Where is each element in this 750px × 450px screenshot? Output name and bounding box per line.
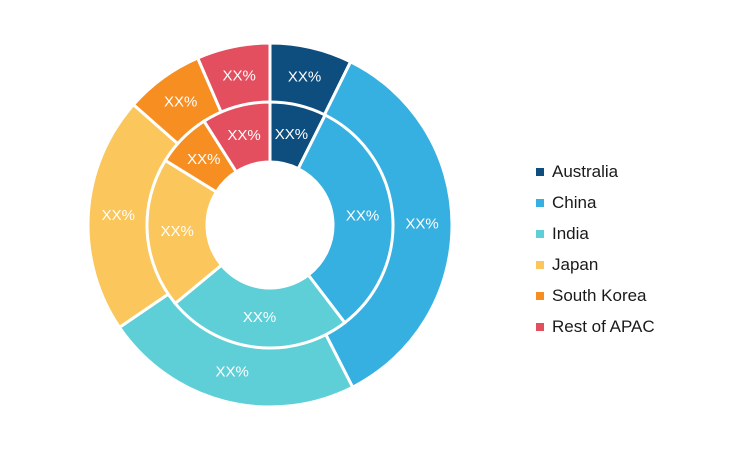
outer-slice-label: XX% [216,364,249,381]
outer-slice-label: XX% [164,94,197,111]
legend-swatch [536,260,544,269]
legend-swatch [536,322,544,331]
legend-item: South Korea [536,280,655,311]
inner-slice-label: XX% [187,151,220,168]
inner-slice-label: XX% [275,126,308,143]
inner-slice-china [296,113,395,325]
legend-label: South Korea [552,285,647,305]
legend-item: China [536,187,655,218]
inner-slice-rest-of-apac [202,100,272,174]
legend-swatch [536,291,544,300]
legend-label: Rest of APAC [552,316,655,336]
legend-label: India [552,223,589,243]
inner-slice-label: XX% [243,309,276,326]
inner-slice-india [173,263,347,350]
inner-slice-japan [145,158,224,306]
legend-label: Australia [552,161,619,181]
legend-label: Japan [552,254,599,274]
outer-slice-label: XX% [102,207,135,224]
inner-slice-label: XX% [346,208,379,225]
outer-slice-label: XX% [222,68,255,85]
legend-item: Japan [536,249,655,280]
legend-swatch [536,167,544,176]
inner-slice-label: XX% [161,223,194,240]
legend-item: India [536,218,655,249]
outer-slice-label: XX% [405,216,438,233]
legend-swatch [536,229,544,238]
chart-legend: Australia China India Japan South Korea Rest … [536,156,655,342]
legend-item: Australia [536,156,655,187]
outer-slice-label: XX% [288,68,321,85]
legend-item: Rest of APAC [536,311,655,342]
legend-label: China [552,192,597,212]
inner-slice-label: XX% [227,127,260,144]
legend-swatch [536,198,544,207]
